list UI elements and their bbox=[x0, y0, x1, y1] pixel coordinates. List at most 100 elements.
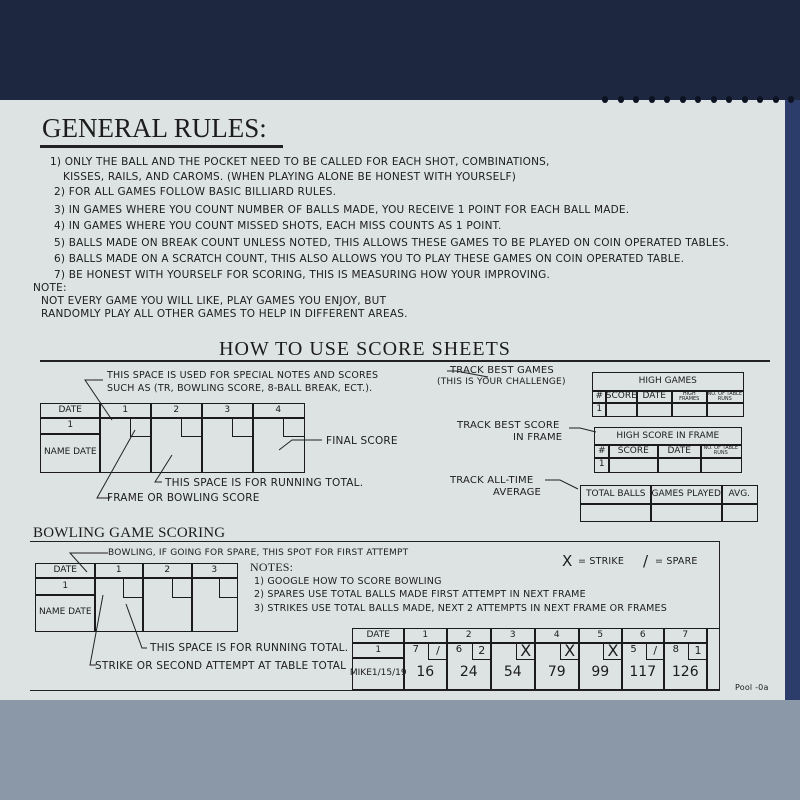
frame-cell bbox=[252, 417, 305, 473]
binding-ring bbox=[772, 96, 779, 103]
running-total: 24 bbox=[459, 664, 478, 680]
frame-score-box bbox=[123, 578, 143, 598]
first-attempt-label: BOWLING, IF GOING FOR SPARE, THIS SPOT F… bbox=[108, 548, 409, 558]
binding-ring bbox=[648, 96, 655, 103]
high-frame-header: # bbox=[594, 444, 610, 459]
frame-cell: 2 6 24 bbox=[446, 642, 492, 690]
rule-2: 2) FOR ALL GAMES FOLLOW BASIC BILLIARD R… bbox=[54, 186, 337, 198]
high-frame-header: SCORE bbox=[608, 444, 659, 459]
player-name: MIKE bbox=[349, 667, 372, 678]
binding-ring bbox=[741, 96, 748, 103]
frame-header: 5 bbox=[578, 628, 623, 644]
second-ball: 2 bbox=[472, 643, 491, 660]
title-underline bbox=[40, 145, 283, 148]
frame-score-box bbox=[130, 418, 151, 437]
binding-ring bbox=[710, 96, 717, 103]
final-score-label: FINAL SCORE bbox=[326, 435, 398, 447]
best-score-label-2: IN FRAME bbox=[513, 432, 563, 443]
frame-header: 3 bbox=[490, 628, 536, 644]
frame-cell bbox=[150, 417, 203, 473]
frame-score-label: FRAME OR BOWLING SCORE bbox=[107, 492, 260, 504]
binding-ring bbox=[602, 96, 608, 103]
strike-mark: X bbox=[516, 642, 535, 660]
page-code: Pool -0a bbox=[735, 683, 769, 692]
frame-header: 7 bbox=[663, 628, 708, 644]
rule-sheet-page bbox=[0, 100, 785, 700]
rule-1: 1) ONLY THE BALL AND THE POCKET NEED TO … bbox=[50, 156, 550, 168]
strike-mark: X bbox=[603, 642, 622, 660]
frame-header: 4 bbox=[534, 628, 580, 644]
high-games-header: HIGH FRAMES bbox=[671, 390, 708, 404]
strike-legend: = STRIKE bbox=[578, 556, 625, 567]
frame-cell: X 99 bbox=[578, 642, 623, 690]
high-games-cell bbox=[671, 402, 708, 417]
high-games-header: SCORE bbox=[605, 390, 638, 404]
special-notes-label-2: SUCH AS (TR, BOWLING SCORE, 8-BALL BREAK… bbox=[107, 383, 373, 394]
game-number: 1 bbox=[40, 417, 101, 435]
binding-ring bbox=[664, 96, 670, 103]
strike-mark: X bbox=[560, 642, 579, 660]
frame-cell bbox=[94, 577, 144, 632]
strike-icon: X bbox=[562, 552, 573, 570]
continued-edge bbox=[706, 628, 720, 690]
average-label-1: TRACK ALL-TIME bbox=[450, 475, 534, 486]
average-header: AVG. bbox=[721, 485, 758, 505]
spare-legend: = SPARE bbox=[655, 556, 698, 567]
average-header: GAMES PLAYED bbox=[650, 485, 723, 505]
game-date: 1/15/19 bbox=[371, 667, 407, 678]
how-to-title: HOW TO USE SCORE SHEETS bbox=[219, 338, 511, 360]
rule-6: 6) BALLS MADE ON A SCRATCH COUNT, THIS A… bbox=[54, 253, 685, 265]
frame-cell bbox=[142, 577, 193, 632]
running-total: 117 bbox=[629, 664, 657, 680]
running-total-label: THIS SPACE IS FOR RUNNING TOTAL. bbox=[165, 477, 364, 489]
frame-score-box bbox=[181, 418, 202, 437]
high-games-header: DATE bbox=[636, 390, 673, 404]
spare-mark: / bbox=[645, 643, 664, 660]
high-games-title: HIGH GAMES bbox=[592, 372, 744, 392]
high-frame-cell bbox=[700, 457, 742, 473]
frame-cell: X 54 bbox=[490, 642, 536, 690]
note-line-1: NOT EVERY GAME YOU WILL LIKE, PLAY GAMES… bbox=[41, 295, 387, 307]
note-line-2: RANDOMLY PLAY ALL OTHER GAMES TO HELP IN… bbox=[41, 308, 408, 320]
rule-7: 7) BE HONEST WITH YOURSELF FOR SCORING, … bbox=[54, 269, 550, 281]
bowling-box-bottom bbox=[30, 690, 720, 692]
average-cell bbox=[650, 503, 723, 522]
first-ball: 8 bbox=[672, 644, 679, 655]
frame-cell bbox=[201, 417, 254, 473]
frame-score-box bbox=[232, 418, 253, 437]
rule-5: 5) BALLS MADE ON BREAK COUNT UNLESS NOTE… bbox=[54, 237, 730, 249]
high-games-header: NO. OF TABLE RUNS bbox=[706, 390, 744, 404]
binding-ring bbox=[757, 96, 763, 103]
section-divider bbox=[40, 360, 770, 362]
binding-ring bbox=[726, 96, 732, 103]
best-games-label-2: (THIS IS YOUR CHALLENGE) bbox=[437, 377, 566, 387]
game-number: 1 bbox=[352, 642, 405, 659]
note-label: NOTE: bbox=[33, 282, 67, 294]
frame-cell: / 7 16 bbox=[403, 642, 448, 690]
average-cell bbox=[721, 503, 758, 522]
spare-mark: / bbox=[428, 643, 447, 660]
binding-ring bbox=[695, 96, 701, 103]
game-number: 1 bbox=[35, 577, 96, 596]
frame-score-box bbox=[283, 418, 304, 437]
notes-title: NOTES: bbox=[250, 560, 294, 574]
high-frame-title: HIGH SCORE IN FRAME bbox=[594, 427, 742, 446]
high-games-cell bbox=[706, 402, 744, 417]
name-date-cell: NAME DATE bbox=[35, 594, 96, 632]
name-date-label: NAME DATE bbox=[43, 447, 97, 458]
frame-header: 2 bbox=[150, 403, 203, 419]
rule-1-cont: KISSES, RAILS, AND CAROMS. (WHEN PLAYING… bbox=[63, 171, 517, 183]
frame-header: 3 bbox=[201, 403, 254, 419]
bowling-title: BOWLING GAME SCORING bbox=[33, 525, 226, 541]
running-total: 16 bbox=[416, 664, 435, 680]
frame-header: 4 bbox=[252, 403, 305, 419]
special-notes-label-1: THIS SPACE IS USED FOR SPECIAL NOTES AND… bbox=[107, 370, 379, 381]
name-date-cell: NAME DATE bbox=[40, 433, 101, 473]
frame-cell: 1 8 126 bbox=[663, 642, 708, 690]
average-label-2: AVERAGE bbox=[493, 487, 542, 498]
average-cell bbox=[580, 503, 652, 522]
general-rules-title: GENERAL RULES: bbox=[42, 113, 267, 143]
player-cell: MIKE 1/15/19 bbox=[349, 657, 407, 690]
frame-header: 3 bbox=[191, 563, 238, 579]
first-ball: 7 bbox=[412, 644, 419, 655]
